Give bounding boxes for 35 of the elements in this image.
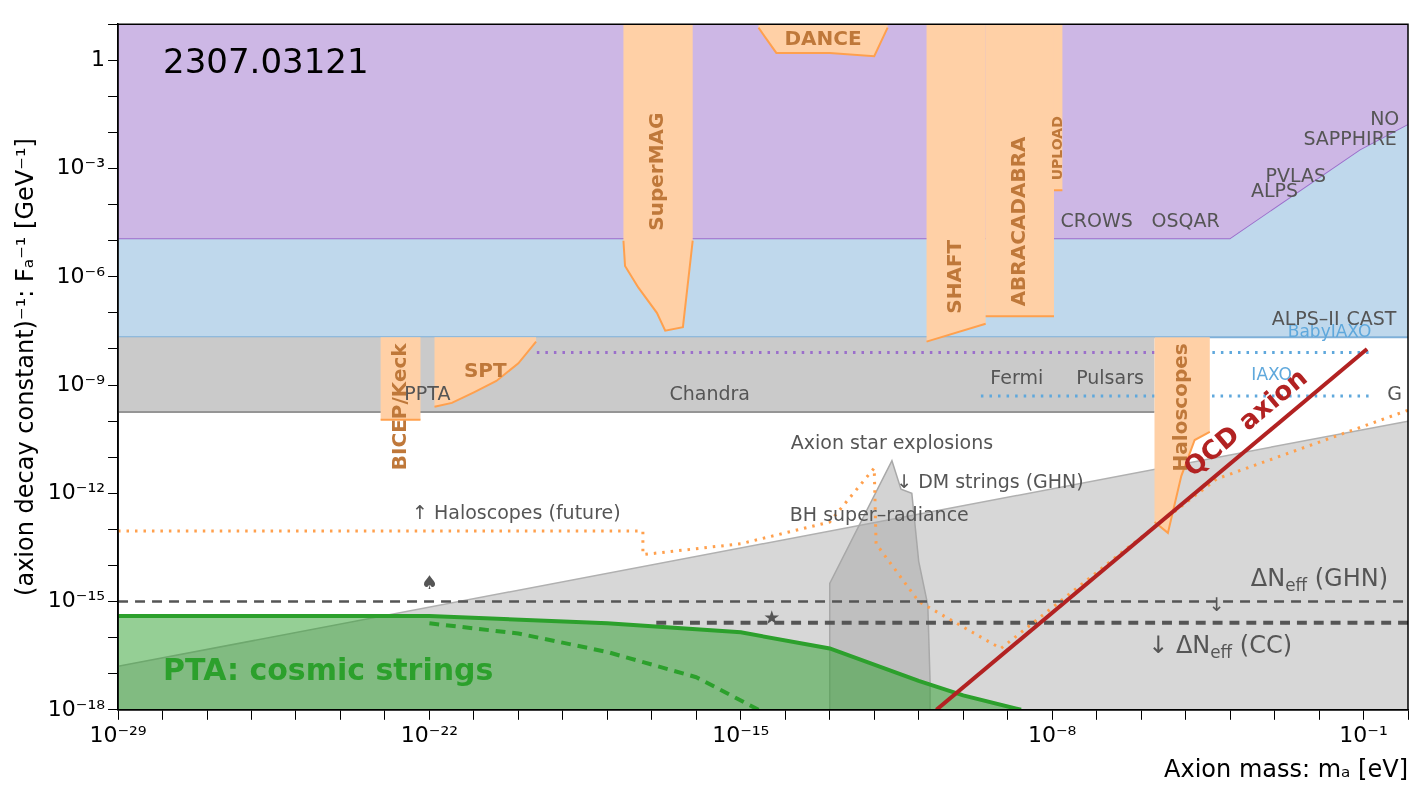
annotation: ♠ bbox=[420, 571, 438, 594]
annotation: Axion star explosions bbox=[790, 430, 994, 453]
annotation: BH super–radiance bbox=[789, 502, 969, 525]
x-tick-label: 10⁻¹⁵ bbox=[712, 721, 770, 747]
annotation: ↓ bbox=[1208, 592, 1225, 615]
y-tick-label: 10⁻³ bbox=[56, 154, 106, 180]
annotation: Chandra bbox=[669, 381, 750, 404]
x-axis-title: Axion mass: mₐ [eV] bbox=[1164, 754, 1408, 783]
series-label: PTA: cosmic strings bbox=[163, 651, 494, 687]
text: SHAFT bbox=[942, 239, 967, 314]
annotation: Fermi bbox=[990, 365, 1044, 388]
y-tick-label: 1 bbox=[91, 46, 106, 71]
annotation: OSQAR bbox=[1151, 209, 1220, 232]
series-label: DANCE bbox=[784, 26, 862, 51]
y-tick-label: 10⁻⁹ bbox=[56, 370, 106, 396]
y-axis-title: (axion decay constant)⁻¹: Fₐ⁻¹ [GeV⁻¹] bbox=[10, 138, 39, 596]
annotation: 2307.03121 bbox=[163, 41, 369, 82]
x-tick-label: 10⁻²² bbox=[400, 721, 459, 747]
x-tick-label: 10⁻²⁹ bbox=[89, 721, 147, 747]
text: ABRACADABRA bbox=[1006, 135, 1031, 307]
series-label: SPT bbox=[463, 358, 507, 383]
annotation: Pulsars bbox=[1076, 365, 1144, 388]
annotation: ★ bbox=[763, 606, 781, 629]
y-tick-label: 10⁻¹⁸ bbox=[47, 695, 106, 721]
x-tick-label: 10⁻¹ bbox=[1339, 721, 1388, 747]
y-tick-label: 10⁻¹⁵ bbox=[47, 587, 106, 613]
annotation: CROWS bbox=[1060, 209, 1133, 232]
x-tick-label: 10⁻⁸ bbox=[1027, 721, 1077, 747]
text: UPLOAD bbox=[1048, 116, 1065, 181]
annotation: G bbox=[1387, 381, 1402, 404]
y-tick-label: 10⁻¹² bbox=[47, 479, 106, 505]
annotation: ↓ DM strings (GHN) bbox=[896, 470, 1084, 493]
annotation: ↑ Haloscopes (future) bbox=[412, 500, 621, 523]
text: SuperMAG bbox=[644, 112, 669, 231]
y-tick-label: 10⁻⁶ bbox=[56, 262, 106, 288]
